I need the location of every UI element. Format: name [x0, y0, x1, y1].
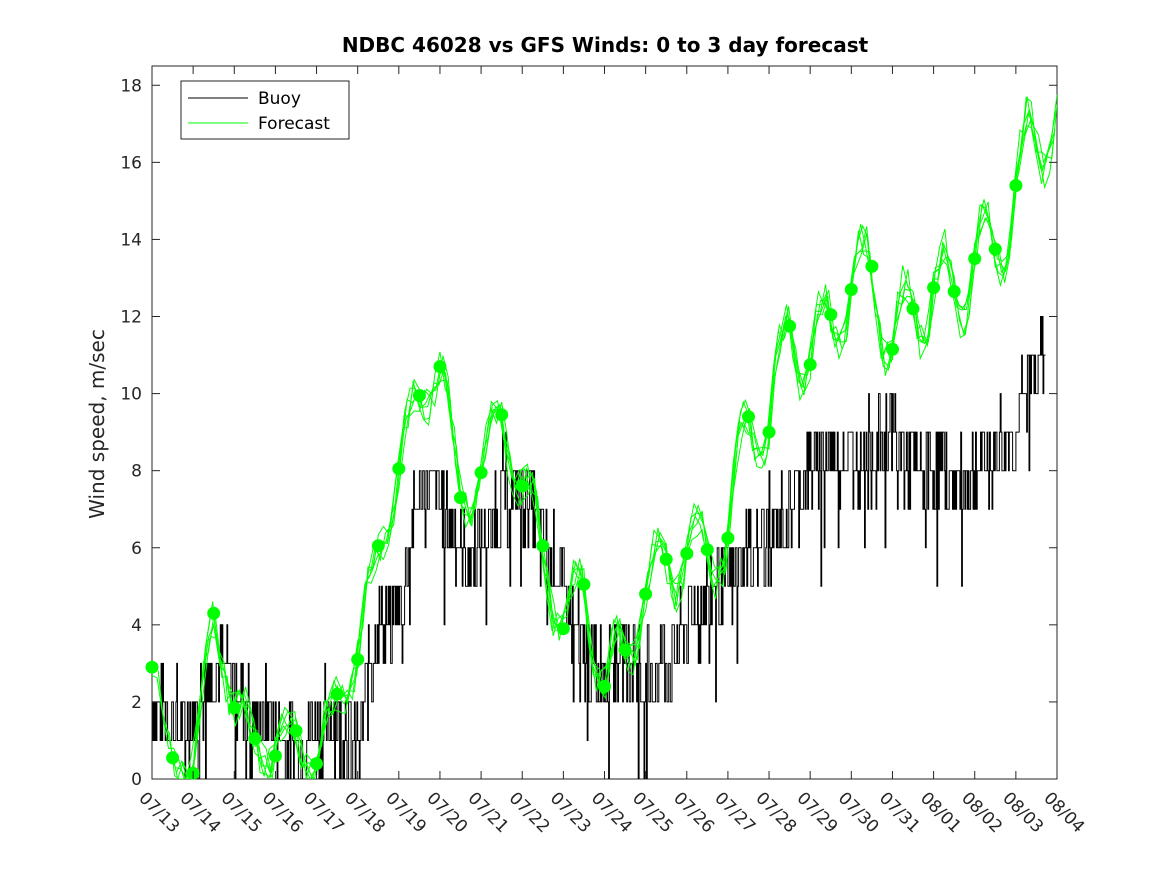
- buoy-series: [152, 316, 1046, 779]
- forecast-marker: [412, 389, 426, 402]
- forecast-marker: [824, 308, 838, 322]
- forecast-marker: [700, 543, 714, 557]
- x-tick-label: 08/02: [957, 788, 1006, 837]
- y-axis-label: Wind speed, m/sec: [85, 329, 109, 519]
- y-tick-label: 0: [131, 770, 142, 790]
- forecast-markers: [145, 179, 1023, 780]
- y-tick-label: 4: [131, 616, 142, 636]
- forecast-marker: [166, 751, 180, 765]
- buoy-line: [152, 316, 1046, 779]
- x-tick-label: 07/18: [340, 788, 389, 837]
- x-tick-label: 07/13: [134, 788, 183, 837]
- forecast-marker: [762, 425, 776, 439]
- x-tick-label: 07/16: [258, 788, 307, 837]
- y-tick-label: 12: [120, 308, 142, 328]
- legend-buoy-label: Buoy: [258, 89, 301, 109]
- x-tick-label: 07/27: [710, 788, 759, 837]
- forecast-marker: [207, 606, 221, 620]
- y-tick-label: 6: [131, 539, 142, 559]
- forecast-line: [176, 110, 1057, 779]
- forecast-marker: [927, 281, 941, 295]
- forecast-marker: [330, 687, 344, 701]
- forecast-marker: [947, 285, 961, 298]
- forecast-marker: [783, 319, 797, 333]
- x-tick-label: 07/15: [217, 788, 266, 837]
- forecast-marker: [618, 643, 632, 657]
- chart-title: NDBC 46028 vs GFS Winds: 0 to 3 day fore…: [342, 33, 869, 57]
- x-tick-label: 08/01: [916, 788, 965, 837]
- x-tick-label: 08/04: [1039, 788, 1088, 837]
- forecast-marker: [865, 259, 879, 273]
- forecast-marker: [721, 531, 735, 545]
- forecast-marker: [639, 587, 653, 601]
- forecast-marker: [268, 749, 282, 763]
- forecast-marker: [742, 410, 755, 424]
- x-tick-label: 07/31: [875, 788, 924, 837]
- forecast-marker: [1009, 179, 1023, 192]
- y-tick-label: 10: [120, 385, 142, 405]
- forecast-marker: [310, 757, 323, 771]
- y-axis: 0 2 4 6 8 10 12 14 16 18: [120, 76, 1057, 790]
- forecast-marker: [289, 724, 303, 738]
- x-tick-label: 07/24: [587, 788, 636, 837]
- legend-box: [180, 80, 350, 140]
- forecast-line: [182, 96, 1057, 779]
- forecast-marker: [515, 479, 529, 493]
- y-tick-label: 2: [131, 693, 142, 713]
- y-tick-label: 16: [120, 153, 142, 173]
- x-tick-label: 07/23: [546, 788, 595, 837]
- plot-area: [151, 65, 1058, 780]
- forecast-marker: [392, 462, 406, 476]
- forecast-marker: [248, 732, 262, 745]
- y-tick-label: 18: [120, 76, 142, 96]
- forecast-marker: [474, 466, 488, 480]
- x-tick-label: 07/25: [628, 788, 677, 837]
- forecast-marker: [598, 680, 611, 693]
- forecast-marker: [454, 491, 467, 505]
- forecast-marker: [495, 408, 509, 422]
- forecast-marker: [227, 701, 241, 715]
- forecast-marker: [659, 552, 673, 566]
- forecast-marker: [371, 539, 385, 553]
- forecast-marker: [145, 660, 159, 674]
- x-tick-label: 07/21: [464, 788, 513, 837]
- forecast-marker: [351, 653, 365, 666]
- x-tick-label: 07/28: [752, 788, 801, 837]
- x-tick-label: 07/19: [381, 788, 430, 837]
- forecast-marker: [844, 283, 858, 296]
- forecast-marker: [536, 539, 550, 553]
- x-tick-label: 08/03: [998, 788, 1047, 837]
- forecast-marker: [988, 242, 1002, 256]
- forecast-marker: [556, 622, 570, 636]
- y-tick-label: 8: [131, 462, 142, 482]
- x-tick-label: 07/14: [176, 788, 225, 837]
- forecast-marker: [680, 547, 694, 560]
- forecast-marker: [906, 302, 920, 316]
- x-tick-label: 07/29: [793, 788, 842, 837]
- forecast-series: [152, 94, 1057, 779]
- y-tick-label: 14: [120, 230, 142, 250]
- forecast-marker: [803, 358, 817, 372]
- legend-forecast-label: Forecast: [258, 114, 330, 134]
- x-tick-label: 07/26: [669, 788, 718, 837]
- x-tick-label: 07/22: [505, 788, 554, 837]
- forecast-marker: [433, 360, 447, 374]
- x-tick-label: 07/17: [299, 788, 348, 837]
- forecast-marker: [886, 342, 899, 356]
- x-tick-label: 07/20: [422, 788, 471, 837]
- forecast-marker: [577, 577, 591, 591]
- forecast-marker: [968, 252, 982, 266]
- legend: Buoy Forecast: [180, 80, 350, 140]
- x-tick-label: 07/30: [834, 788, 883, 837]
